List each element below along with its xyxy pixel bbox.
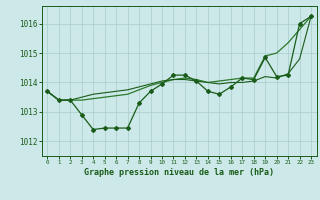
X-axis label: Graphe pression niveau de la mer (hPa): Graphe pression niveau de la mer (hPa)	[84, 168, 274, 177]
